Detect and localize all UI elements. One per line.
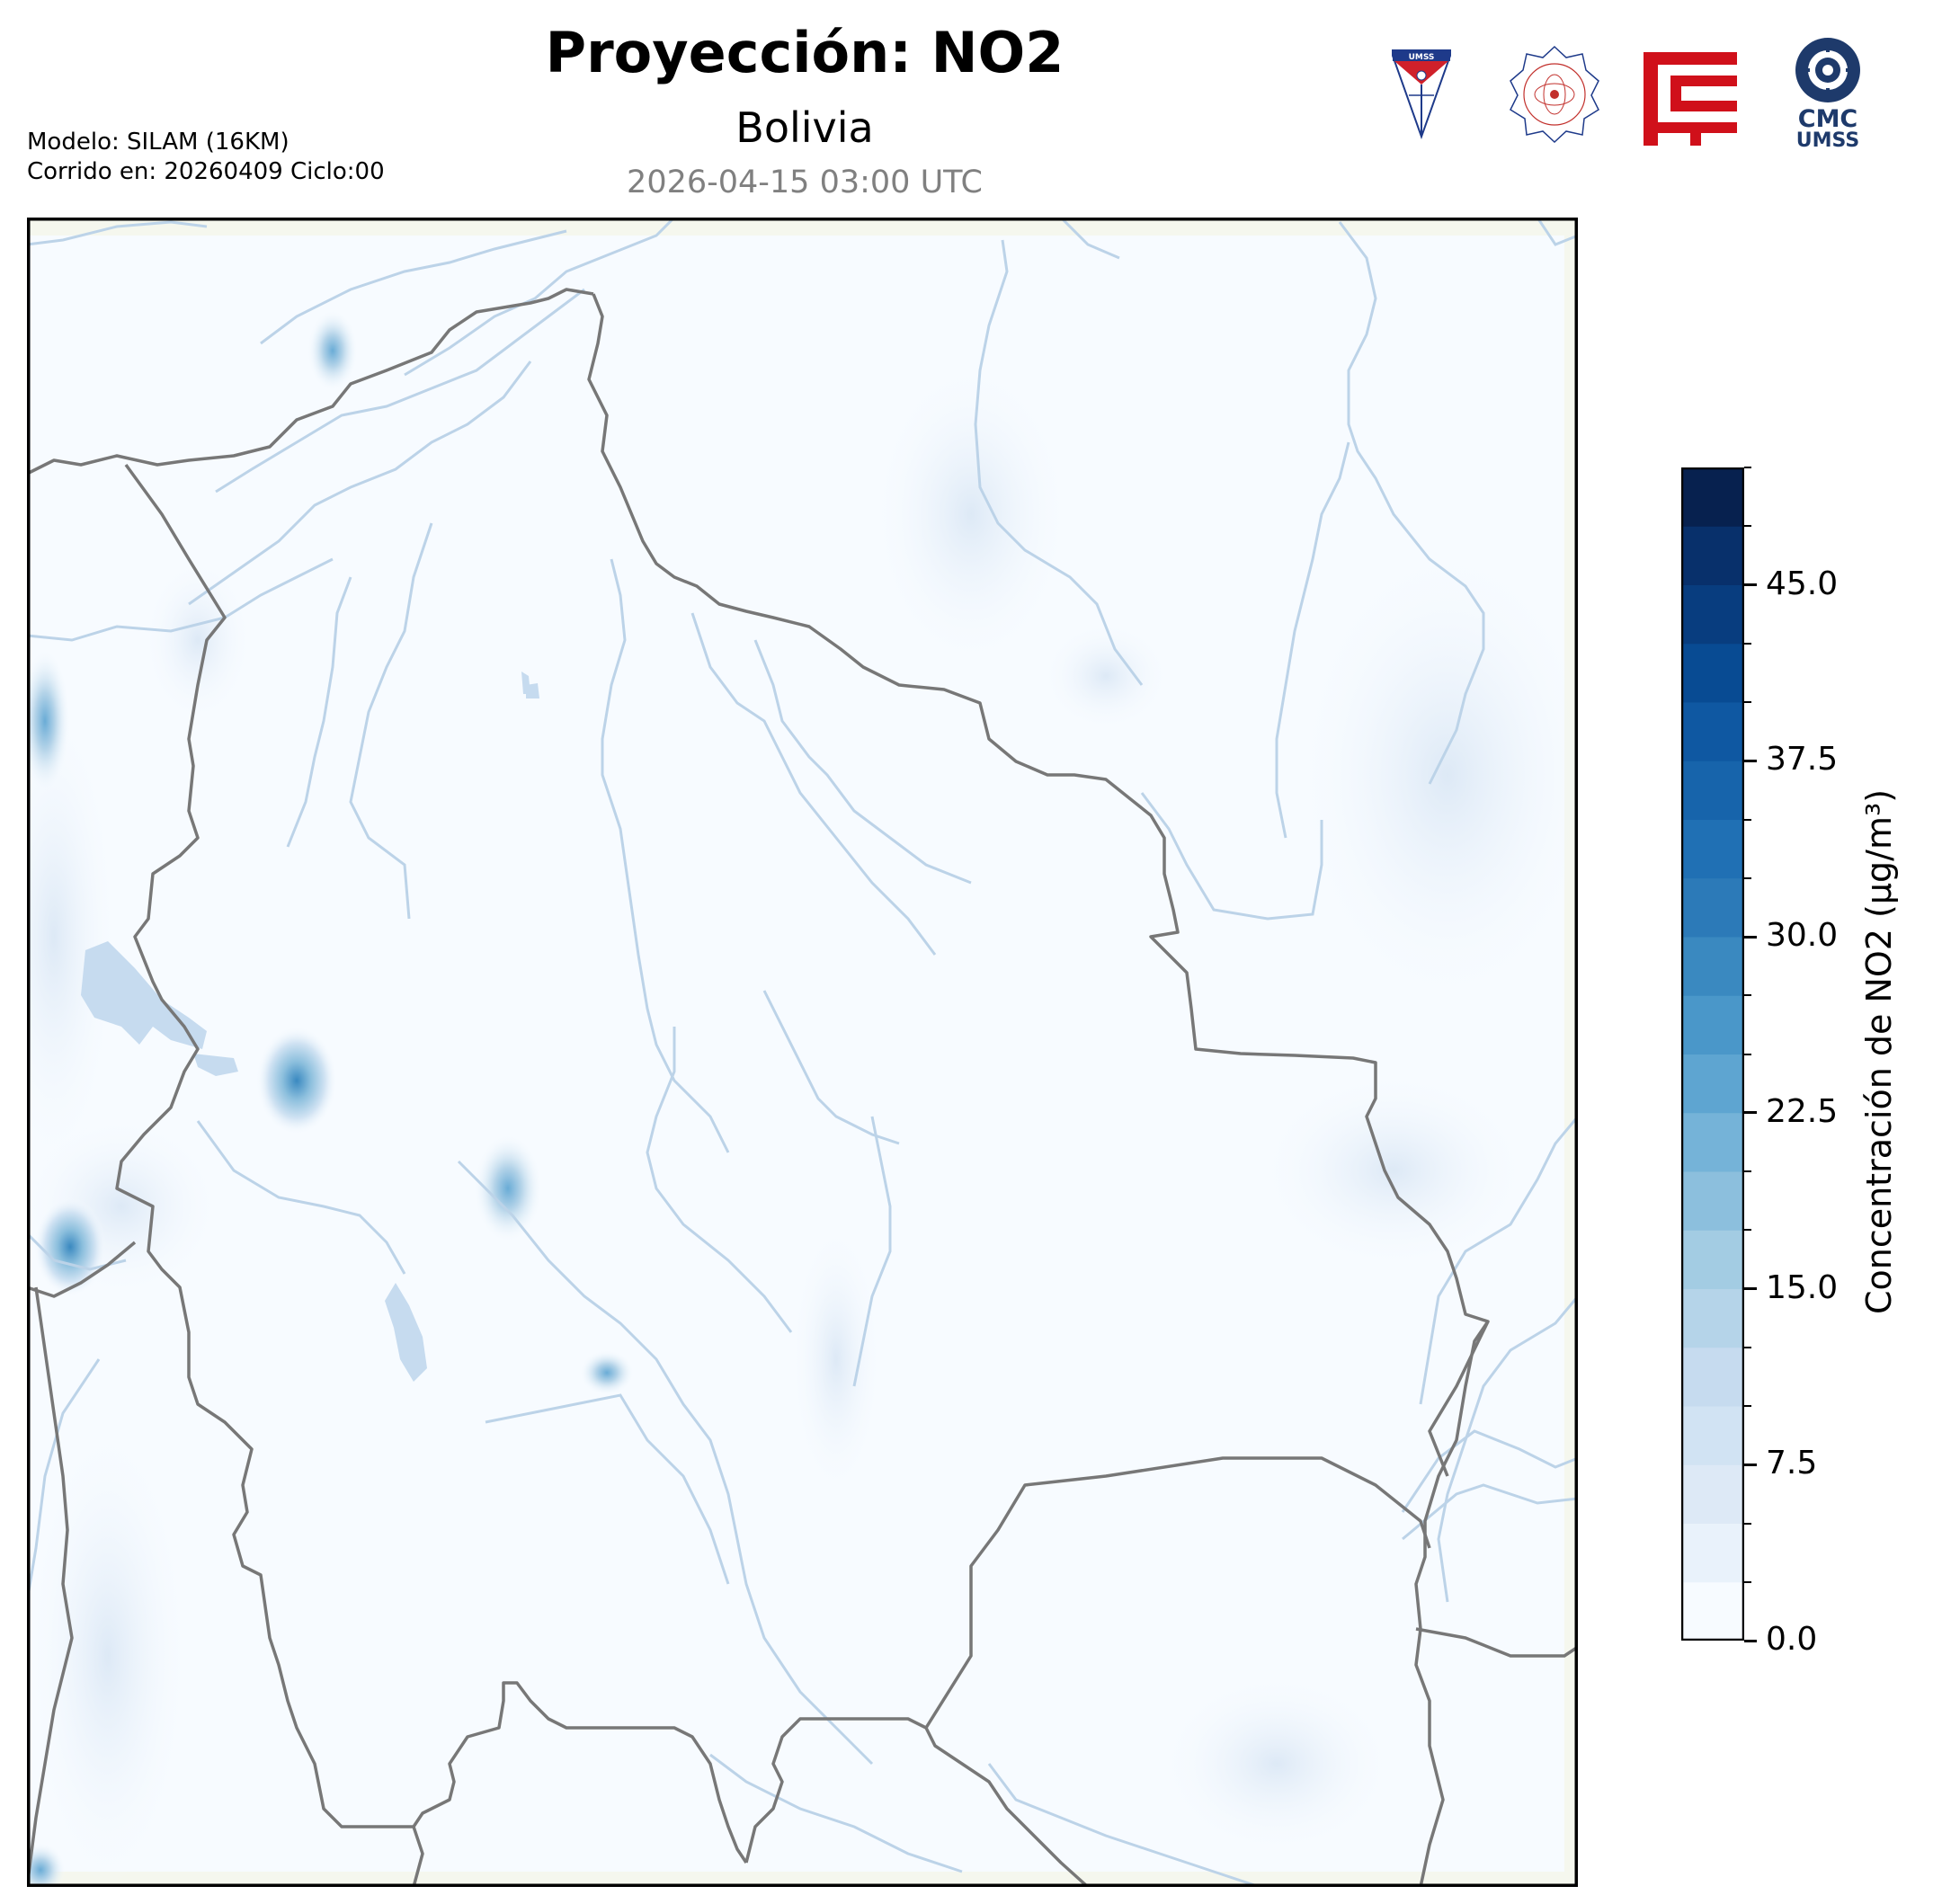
valid-time: 2026-04-15 03:00 UTC [627, 165, 983, 200]
colorbar-minor-tick [1744, 1405, 1751, 1407]
bolivia-border [587, 293, 1490, 1887]
colorbar-swatch [1681, 761, 1744, 820]
cmc-logo-text: CMC [1797, 105, 1858, 133]
colorbar-swatch [1681, 1230, 1744, 1289]
colorbar-swatch [1681, 467, 1744, 527]
concentration-field [27, 310, 1578, 1887]
hotspot-north [307, 310, 358, 391]
colorbar-tick-label: 37.5 [1766, 741, 1839, 779]
colorbar-tick-label: 7.5 [1766, 1445, 1818, 1482]
colorbar-tick-label: 15.0 [1766, 1268, 1839, 1306]
colorbar-minor-tick [1744, 1522, 1751, 1525]
colorbar-swatch [1681, 584, 1744, 645]
hotspot-arica [34, 1197, 106, 1296]
colorbar-swatch [1681, 1464, 1744, 1524]
colorbar-swatch [1681, 937, 1744, 996]
umss-shield-text: UMSS [1409, 53, 1435, 62]
colorbar-major-tick [1744, 1111, 1757, 1115]
colorbar-label: Concentración de NO2 (μg/m³) [1859, 788, 1899, 1315]
colorbar-tick-label: 22.5 [1766, 1092, 1839, 1130]
colorbar-minor-tick [1744, 642, 1751, 645]
hotspot-south-west [27, 1843, 66, 1887]
colorbar-minor-tick [1744, 876, 1751, 879]
colorbar-frame [1680, 467, 1745, 1642]
colorbar-major-tick [1744, 759, 1757, 762]
colorbar-swatch [1681, 1112, 1744, 1172]
colorbar-swatch [1681, 1288, 1744, 1348]
model-name: Modelo: SILAM (16KM) [27, 129, 290, 156]
colorbar-tick-label: 30.0 [1766, 917, 1839, 954]
map-frame [27, 218, 1578, 1887]
colorbar-ticks: 0.0 7.5 15.0 22.5 30.0 37.5 45.0 [1744, 467, 1852, 1658]
fcyt-logo [1644, 52, 1737, 149]
colorbar-tick-label: 45.0 [1766, 565, 1839, 602]
colorbar-swatch [1681, 819, 1744, 879]
cmc-logo-subtext: UMSS [1795, 129, 1860, 152]
rivers [27, 218, 1578, 1887]
colorbar-swatch [1681, 1523, 1744, 1583]
colorbar-swatch [1681, 995, 1744, 1054]
hotspot-west [27, 649, 70, 793]
hotspot-oruro [474, 1134, 542, 1242]
colorbar-minor-tick [1744, 1170, 1751, 1172]
chart-title: Proyección: NO2 [545, 20, 1065, 85]
colorbar-minor-tick [1744, 1053, 1751, 1055]
colorbar-swatch [1681, 702, 1744, 761]
colorbar-minor-tick [1744, 994, 1751, 997]
colorbar-swatch [1681, 1581, 1744, 1642]
cmc-umss-logo: CMC UMSS [1787, 36, 1868, 151]
model-run: Corrido en: 20260409 Ciclo:00 [27, 158, 385, 185]
colorbar-minor-tick [1744, 701, 1751, 703]
colorbar-swatch [1681, 526, 1744, 585]
colorbar-minor-tick [1744, 1346, 1751, 1348]
hotspot-cochabamba [256, 1027, 337, 1134]
colorbar-minor-tick [1744, 1580, 1751, 1583]
colorbar-tick-label: 0.0 [1766, 1621, 1818, 1658]
umss-shield-logo: UMSS [1389, 45, 1454, 147]
colorbar-major-tick [1744, 935, 1757, 939]
country-borders [27, 288, 1578, 1887]
colorbar-swatch [1681, 1347, 1744, 1407]
colorbar-minor-tick [1744, 525, 1751, 528]
colorbar-swatches [1680, 467, 1745, 1642]
region-subtitle: Bolivia [735, 103, 874, 152]
colorbar-major-tick [1744, 1639, 1757, 1642]
colorbar-major-tick [1744, 1287, 1757, 1290]
colorbar-swatch [1681, 1054, 1744, 1114]
physics-dept-logo [1507, 43, 1602, 149]
colorbar-major-tick [1744, 583, 1757, 586]
colorbar-minor-tick [1744, 1229, 1751, 1232]
colorbar [1680, 467, 1745, 1642]
colorbar-swatch [1681, 1171, 1744, 1231]
colorbar-swatch [1681, 643, 1744, 703]
colorbar-swatch [1681, 877, 1744, 938]
hotspot-potosi [580, 1350, 634, 1395]
cmc-gear-icon [1795, 38, 1860, 102]
model-info: Modelo: SILAM (16KM) Corrido en: 2026040… [27, 128, 385, 187]
no2-concentration-map [27, 218, 1578, 1887]
colorbar-swatch [1681, 1406, 1744, 1465]
colorbar-minor-tick [1744, 818, 1751, 821]
colorbar-minor-tick [1744, 467, 1751, 468]
colorbar-major-tick [1744, 1463, 1757, 1466]
map-background [27, 218, 1578, 1887]
